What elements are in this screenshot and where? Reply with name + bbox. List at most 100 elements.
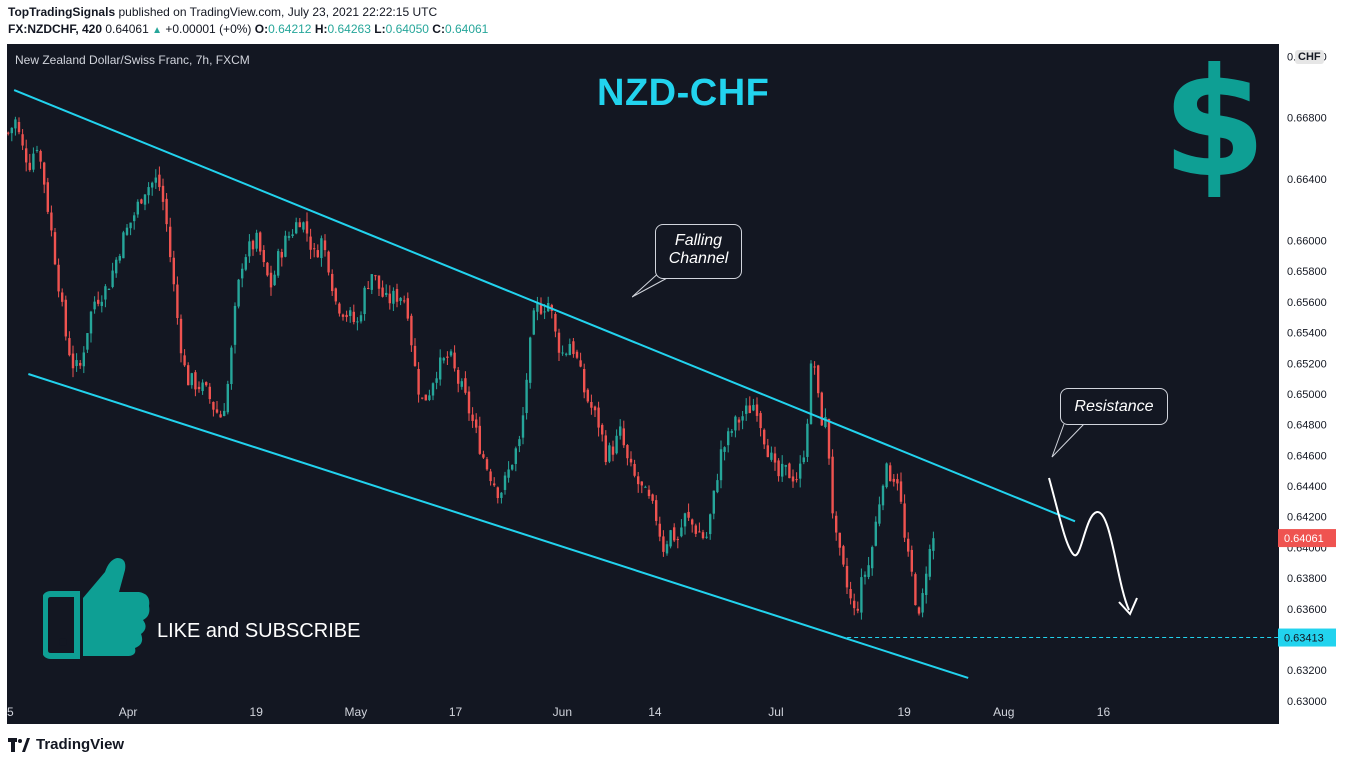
y-tick-label: 0.63000 — [1287, 696, 1327, 708]
candle-body — [331, 273, 334, 292]
y-tick-label: 0.63600 — [1287, 604, 1327, 616]
candle-body — [583, 368, 586, 393]
channel-upper-line[interactable] — [13, 89, 1076, 523]
price-axis[interactable] — [1279, 44, 1340, 724]
time-axis[interactable] — [7, 704, 1279, 724]
publisher-name[interactable]: TopTradingSignals — [8, 5, 116, 19]
candle-body — [32, 153, 35, 170]
candle-body — [734, 416, 737, 431]
candle-body — [482, 454, 485, 458]
candle-body — [345, 314, 348, 318]
candle-body — [910, 549, 913, 572]
candle-body — [644, 486, 647, 488]
x-tick-label: 14 — [648, 705, 662, 719]
candle-body — [50, 212, 53, 231]
candle-body — [395, 289, 399, 302]
candle-body — [241, 268, 244, 279]
candle-body — [813, 366, 816, 368]
candle-body — [907, 538, 910, 552]
candle-body — [439, 357, 442, 380]
candle-body — [460, 381, 463, 387]
candle-body — [676, 539, 679, 541]
candle-body — [903, 503, 906, 538]
x-tick-label: 19 — [897, 705, 911, 719]
candle-body — [485, 459, 489, 470]
candle-body — [75, 360, 78, 367]
candle-body — [637, 476, 640, 485]
candle-body — [338, 303, 341, 314]
candle-body — [165, 198, 168, 225]
candle-body — [716, 480, 719, 493]
candle-body — [431, 383, 435, 396]
candle-body — [572, 341, 575, 355]
candle-body — [35, 149, 39, 151]
candle-body — [280, 251, 283, 258]
x-tick-label: 15 — [7, 705, 14, 719]
falling-channel-callout: Falling Channel — [655, 224, 742, 279]
candle-body — [341, 314, 345, 317]
candle-body — [622, 428, 625, 446]
candle-body — [467, 391, 471, 414]
candle-body — [413, 345, 417, 366]
y-tick-label: 0.66400 — [1287, 174, 1327, 186]
candle-body — [529, 337, 532, 383]
last-price: 0.64061 — [105, 22, 149, 36]
chart-area[interactable]: 0.672000.668000.664000.660000.658000.656… — [7, 44, 1340, 724]
candle-body — [799, 463, 802, 479]
candle-body — [230, 347, 233, 385]
candle-body — [53, 232, 57, 265]
candle-body — [208, 386, 211, 400]
candle-body — [723, 447, 726, 452]
price-chart[interactable]: 0.672000.668000.664000.660000.658000.656… — [7, 44, 1340, 724]
candle-body — [21, 134, 24, 146]
candle-body — [417, 368, 420, 395]
candle-body — [82, 352, 85, 367]
candle-body — [133, 215, 136, 222]
candle-body — [255, 232, 258, 249]
x-tick-label: 16 — [1097, 705, 1111, 719]
tradingview-logo[interactable]: TradingView — [8, 736, 124, 753]
candle-body — [100, 301, 103, 306]
high-label: H: — [314, 22, 328, 36]
y-tick-label: 0.64400 — [1287, 481, 1327, 493]
candle-body — [820, 392, 823, 426]
candle-body — [284, 235, 287, 257]
candle-body — [183, 355, 186, 366]
candle-body — [874, 521, 877, 546]
low-label: L: — [374, 22, 386, 36]
candle-body — [129, 222, 132, 229]
high-value: 0.64263 — [327, 22, 371, 36]
candle-body — [871, 547, 874, 569]
candle-body — [176, 284, 179, 319]
x-tick-label: Aug — [993, 705, 1014, 719]
x-tick-label: May — [345, 705, 368, 719]
open-value: 0.64212 — [268, 22, 312, 36]
publish-info: TopTradingSignals published on TradingVi… — [8, 5, 437, 19]
y-tick-label: 0.64800 — [1287, 420, 1327, 432]
candle-body — [817, 365, 820, 394]
candle-body — [853, 600, 856, 609]
y-tick-label: 0.65200 — [1287, 358, 1327, 370]
candle-body — [64, 299, 67, 337]
candle-body — [629, 458, 633, 463]
candle-body — [478, 425, 481, 454]
candle-body — [266, 262, 269, 276]
x-tick-label: Apr — [119, 705, 138, 719]
candle-body — [273, 274, 276, 286]
candle-body — [752, 404, 755, 411]
close-label: C: — [432, 22, 445, 36]
close-value: 0.64061 — [444, 22, 489, 36]
published-text: published on TradingView.com, July 23, 2… — [118, 5, 438, 19]
candle-body — [658, 523, 661, 537]
candle-body — [568, 344, 571, 356]
candle-body — [777, 460, 780, 477]
candle-body — [291, 234, 294, 236]
candle-body — [367, 288, 370, 290]
candle-body — [745, 405, 748, 414]
channel-lower-line[interactable] — [28, 373, 969, 679]
candle-body — [835, 515, 838, 533]
ohlc-legend: FX:NZDCHF, 420 0.64061 ▲ +0.00001 (+0%) … — [8, 22, 488, 36]
candle-body — [824, 417, 827, 427]
candle-body — [25, 148, 28, 163]
candle-body — [259, 232, 262, 252]
